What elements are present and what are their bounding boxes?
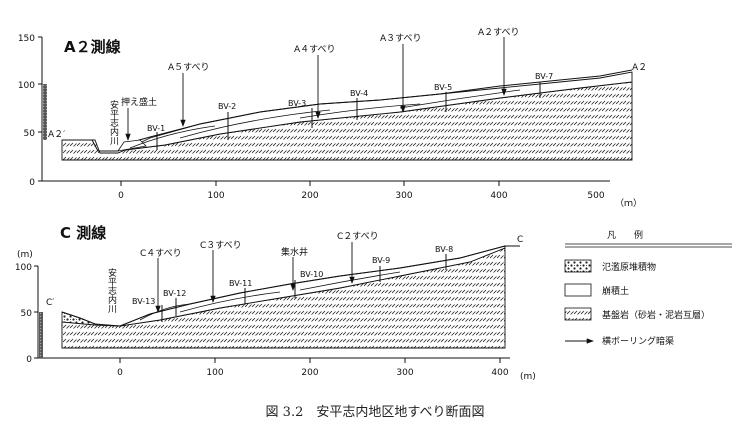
legend-label-colluvium: 崩積土 bbox=[602, 285, 629, 297]
a2-elevation-bar bbox=[43, 84, 47, 140]
c-x-tick-300: 300 bbox=[396, 368, 413, 378]
a2-y-tick-150: 150 bbox=[18, 34, 35, 44]
legend-label-flood: 氾濫原堆積物 bbox=[602, 261, 656, 273]
c-y-ticks bbox=[34, 265, 38, 359]
a2-title: A２測線 bbox=[64, 38, 121, 56]
a2-x-tick-100: 100 bbox=[207, 191, 224, 201]
a2-end-left: A２′ bbox=[48, 130, 65, 140]
a2-x-tick-0: 0 bbox=[118, 191, 124, 201]
c-slide-c3: C３すべり bbox=[200, 240, 242, 251]
c-y-unit: (m) bbox=[17, 250, 33, 260]
legend-label-drain: 横ボーリング暗渠 bbox=[602, 335, 674, 347]
c-slide-c4: C４すべり bbox=[140, 248, 182, 259]
c-slide-c2: C２すべり bbox=[337, 231, 379, 242]
a2-x-tick-400: 400 bbox=[490, 191, 507, 201]
a2-bv1: BV-1 bbox=[147, 124, 165, 133]
c-bv12: BV-12 bbox=[163, 289, 186, 298]
section-a2: 150 100 50 0 0 100 200 300 400 500 （ｍ） bbox=[18, 27, 647, 209]
a2-x-tick-500: 500 bbox=[587, 191, 604, 201]
c-x-tick-400: 400 bbox=[491, 368, 508, 378]
c-well: 集水井 bbox=[281, 246, 308, 258]
a2-x-tick-200: 200 bbox=[301, 191, 318, 201]
a2-y-tick-0: 0 bbox=[29, 178, 35, 188]
c-bv10: BV-10 bbox=[300, 270, 323, 279]
figure-caption: 図 3.2 安平志内地区地すべり断面図 bbox=[265, 405, 485, 420]
a2-slide-a4: A４すべり bbox=[294, 44, 336, 55]
a2-x-tick-300: 300 bbox=[395, 191, 412, 201]
a2-x-ticks bbox=[120, 181, 500, 186]
a2-slide-arrows bbox=[125, 37, 507, 141]
a2-slide-a3: A３すべり bbox=[380, 33, 422, 44]
a2-bv7: BV-7 bbox=[535, 72, 553, 81]
a2-y-tick-50: 50 bbox=[24, 129, 36, 139]
c-slide-arrows bbox=[155, 242, 355, 313]
a2-bv5: BV-5 bbox=[434, 83, 452, 92]
a2-bv3: BV-3 bbox=[288, 99, 306, 108]
a2-fill-label: 押え盛土 bbox=[121, 96, 157, 108]
a2-bedrock bbox=[61, 81, 633, 161]
c-x-tick-100: 100 bbox=[206, 368, 223, 378]
a2-x-unit: （ｍ） bbox=[615, 198, 642, 209]
section-c: (m) 100 50 0 0 100 200 300 400 (m) B bbox=[15, 224, 536, 382]
legend-swatch-flood bbox=[564, 259, 592, 273]
a2-fill-embankment bbox=[117, 139, 147, 152]
legend-swatch-colluvium bbox=[564, 283, 592, 297]
c-x-tick-0: 0 bbox=[117, 368, 123, 378]
a2-river-label: 安平志内川 bbox=[108, 99, 119, 145]
c-end-right: C bbox=[517, 235, 523, 245]
legend: 凡 例 氾濫原堆積物 崩積土 基盤岩（砂岩・泥岩互層） 横ボーリング暗渠 bbox=[564, 229, 732, 347]
a2-slide-a2: A２すべり bbox=[478, 27, 520, 38]
c-elevation-bar bbox=[39, 312, 43, 358]
c-bv8: BV-8 bbox=[435, 245, 453, 254]
c-ground-surface bbox=[61, 245, 520, 327]
c-x-ticks bbox=[119, 358, 501, 363]
a2-y-ticks bbox=[38, 36, 42, 182]
a2-bv4: BV-4 bbox=[350, 89, 368, 98]
c-y-tick-50: 50 bbox=[21, 309, 33, 319]
a2-end-right: A２ bbox=[632, 63, 647, 73]
c-x-tick-200: 200 bbox=[301, 368, 318, 378]
a2-slide-a5: A５すべり bbox=[168, 62, 210, 73]
c-x-unit: (m) bbox=[520, 372, 536, 382]
c-bv9: BV-9 bbox=[372, 256, 390, 265]
c-bv11: BV-11 bbox=[229, 279, 252, 288]
legend-swatch-bedrock bbox=[564, 307, 592, 321]
c-end-left: C′ bbox=[46, 298, 54, 308]
c-river-label: 安平志内川 bbox=[106, 267, 117, 313]
a2-borehole-lines bbox=[156, 82, 541, 150]
legend-label-bedrock: 基盤岩（砂岩・泥岩互層） bbox=[602, 309, 710, 321]
c-y-tick-0: 0 bbox=[26, 355, 32, 365]
a2-y-tick-100: 100 bbox=[18, 81, 35, 91]
c-bv13: BV-13 bbox=[132, 297, 155, 306]
c-title: C 測線 bbox=[60, 224, 106, 242]
c-y-tick-100: 100 bbox=[15, 263, 32, 273]
a2-bv2: BV-2 bbox=[218, 102, 236, 111]
legend-title: 凡 例 bbox=[607, 229, 643, 241]
